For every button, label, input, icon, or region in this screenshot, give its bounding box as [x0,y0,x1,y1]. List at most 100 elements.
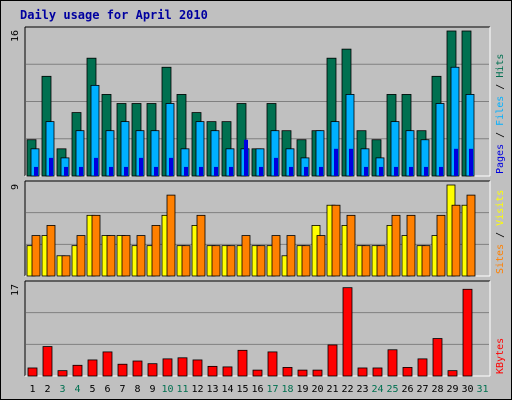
bar-kbytes [102,351,113,377]
y-max-label: 17 [10,284,21,296]
bar-kbytes [417,358,428,377]
legend-kbytes: KBytes [495,338,506,374]
chart-panels: 16 9 17 [10,26,491,377]
bar-kbytes [27,367,38,377]
bar-kbytes [282,367,293,377]
bar-sites [316,235,326,277]
bar-sites [271,235,281,277]
bar-pages [409,166,413,176]
bar-kbytes [312,369,323,377]
bar-sites [61,255,71,277]
bar-kbytes [297,369,308,377]
legend-files: Files [495,96,506,126]
x-tick-label: 16 [251,384,263,395]
x-tick-label: 28 [431,384,443,395]
bar-pages [394,166,398,176]
bar-pages [274,157,278,176]
bar-sites [121,235,131,277]
bar-kbytes [132,360,143,377]
x-tick-label: 13 [206,384,218,395]
x-tick-label: 12 [191,384,203,395]
bar-kbytes [252,369,263,377]
bar-sites [91,214,101,277]
side-legend-visits-sites: Sites / Visits [495,190,506,274]
bar-pages [229,166,233,176]
x-tick-label: 18 [281,384,293,395]
bar-pages [304,166,308,176]
panel-kbytes: 17 [10,280,491,377]
bar-kbytes [57,370,68,377]
x-tick-label: 25 [386,384,398,395]
legend-pages: Pages [495,144,506,174]
bar-pages [214,166,218,176]
x-tick-label: 31 [476,384,488,395]
bar-pages [169,157,173,176]
bar-pages [34,166,38,176]
bar-sites [166,194,176,277]
x-tick-label: 17 [266,384,278,395]
legend-separator: / [495,226,506,244]
bar-pages [349,148,353,176]
x-tick-label: 27 [416,384,428,395]
bar-kbytes [42,346,53,377]
bar-pages [94,157,98,176]
bar-sites [226,245,236,277]
side-legend: Pages / Files / Hits Sites / Visits KBytes [495,54,506,374]
bar-sites [31,235,41,277]
y-max-label: 9 [10,184,21,190]
x-tick-label: 26 [401,384,413,395]
bar-pages [49,157,53,176]
x-tick-label: 29 [446,384,458,395]
bar-pages [139,157,143,176]
bar-sites [376,245,386,277]
bar-kbytes [72,364,83,377]
bar-pages [289,166,293,176]
bar-pages [454,148,458,176]
x-tick-label: 24 [371,384,383,395]
bar-sites [136,235,146,277]
bar-sites [421,245,431,277]
bar-pages [244,139,248,176]
x-tick-label: 22 [341,384,353,395]
bar-pages [79,166,83,176]
x-tick-label: 11 [176,384,188,395]
bar-pages [184,166,188,176]
bar-sites [106,235,116,277]
bar-sites [256,245,266,277]
bar-kbytes [432,338,443,377]
x-axis-labels: 1 2 3 4 5 6 7 8 9 10 11 12 13 14 15 16 17 18 19 20 21 22 23 24 2… [29,384,488,395]
bar-kbytes [357,367,368,377]
bar-pages [109,166,113,176]
bar-kbytes [87,359,98,377]
bar-sites [241,235,251,277]
side-legend-kbytes: KBytes [495,338,506,374]
bar-kbytes [162,358,173,377]
bar-sites [346,214,356,277]
bar-sites [451,204,461,277]
bar-sites [181,245,191,277]
bar-kbytes [117,363,128,377]
bar-kbytes [147,363,158,377]
x-tick-label: 2 [44,384,50,395]
bar-pages [154,166,158,176]
bar-sites [406,214,416,277]
panel-kbytes-frame [25,281,490,376]
x-tick-label: 19 [296,384,308,395]
legend-hits: Hits [495,54,506,78]
bar-sites [466,194,476,277]
bar-kbytes [267,351,278,377]
legend-separator: / [495,78,506,96]
bar-pages [319,166,323,176]
x-tick-label: 23 [356,384,368,395]
bar-kbytes [372,367,383,377]
bar-sites [211,245,221,277]
bar-kbytes [177,357,188,377]
panel-visits-sites: 9 [10,180,491,277]
x-tick-label: 5 [89,384,95,395]
x-tick-label: 30 [461,384,473,395]
bar-kbytes [192,359,203,377]
x-tick-label: 20 [311,384,323,395]
bar-kbytes [327,344,338,377]
x-tick-label: 21 [326,384,338,395]
